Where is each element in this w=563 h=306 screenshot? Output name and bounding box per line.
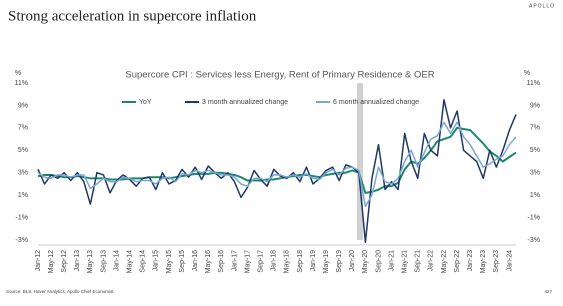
y2-tick-label: 1% [530, 192, 540, 199]
x-tick-label: May-15 [166, 250, 173, 273]
source: Source: BLS, Haver Analytics, Apollo Chi… [6, 289, 114, 294]
x-tick-label: Jan-23 [467, 250, 474, 272]
x-tick-label: Sep-12 [61, 250, 68, 273]
legend-label: 3 month annualized change [202, 99, 288, 106]
y2-tick-label: 11% [527, 80, 541, 87]
y-tick-label: 11% [15, 80, 29, 87]
y2-tick-label: 3% [530, 170, 540, 177]
y-tick-label: 1% [18, 192, 28, 199]
x-tick-label: May-19 [323, 250, 330, 273]
y-tick-label: 7% [18, 125, 28, 132]
x-tick-label: Sep-18 [297, 250, 304, 273]
x-tick-label: Sep-19 [336, 250, 343, 273]
x-tick-label: May-22 [441, 250, 448, 273]
x-tick-label: Jan-16 [192, 250, 199, 272]
recession-shade [357, 83, 363, 240]
x-tick-label: Sep-21 [415, 250, 422, 273]
x-tick-label: May-12 [48, 250, 55, 273]
x-tick-label: May-21 [402, 250, 409, 273]
y2-tick-label: -3% [528, 237, 540, 244]
x-tick-label: Jan-19 [310, 250, 317, 272]
x-tick-label: Sep-22 [454, 250, 461, 273]
y-tick-label: 3% [18, 170, 28, 177]
x-tick-label: Jan-17 [231, 250, 238, 272]
x-tick-label: Sep-23 [493, 250, 500, 273]
x-tick-label: May-16 [205, 250, 212, 273]
x-tick-label: Sep-16 [218, 250, 225, 273]
y-axis-label: % [15, 70, 21, 77]
series-line [37, 126, 517, 194]
x-tick-label: May-14 [127, 250, 134, 273]
y-tick-label: -1% [16, 214, 28, 221]
x-tick-label: Jan-14 [113, 250, 120, 272]
x-tick-label: Jan-12 [35, 250, 42, 272]
y-tick-label: 9% [18, 102, 28, 109]
y-tick-label: -3% [16, 237, 28, 244]
brand: APOLLO [529, 3, 555, 9]
x-tick-label: May-20 [362, 250, 369, 273]
x-tick-label: May-17 [244, 250, 251, 273]
legend: YoY 3 month annualized change 6 month an… [122, 99, 419, 106]
page-number: 427 [544, 289, 552, 294]
y2-axis-label: % [524, 70, 530, 77]
x-tick-label: May-18 [284, 250, 291, 273]
series-line [37, 99, 517, 243]
legend-label: 6 month annualized change [333, 99, 419, 106]
x-tick-label: Jan-24 [506, 250, 513, 272]
y2-tick-label: 7% [530, 125, 540, 132]
legend-label: YoY [139, 99, 152, 106]
chart-title: Supercore CPI : Services less Energy, Re… [125, 70, 434, 81]
x-tick-label: Sep-15 [179, 250, 186, 273]
x-tick-label: Jan-15 [153, 250, 160, 272]
y2-tick-label: -1% [528, 214, 540, 221]
x-tick-label: Sep-14 [140, 250, 147, 273]
y-tick-label: 5% [18, 147, 28, 154]
series-line [37, 121, 517, 208]
page-title: Strong acceleration in supercore inflati… [8, 8, 257, 24]
x-tick-label: Jan-20 [349, 250, 356, 272]
x-tick-label: Sep-17 [257, 250, 264, 273]
x-tick-label: Sep-20 [375, 250, 382, 273]
y2-tick-label: 9% [530, 102, 540, 109]
x-tick-label: Jan-13 [74, 250, 81, 272]
x-tick-label: May-23 [480, 250, 487, 273]
x-tick-label: Jan-22 [428, 250, 435, 272]
x-tick-label: Sep-13 [100, 250, 107, 273]
y2-tick-label: 5% [530, 147, 540, 154]
x-tick-label: Jan-18 [271, 250, 278, 272]
x-tick-label: Jan-21 [388, 250, 395, 272]
x-tick-label: May-13 [87, 250, 94, 273]
